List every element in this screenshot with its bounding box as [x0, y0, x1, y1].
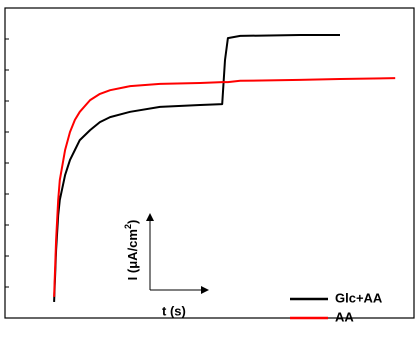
- series-line: [53, 34, 340, 302]
- x-axis-label: t (s): [162, 303, 186, 318]
- y-label-end: ): [125, 220, 140, 224]
- y-label-main: I (μA/cm: [125, 229, 140, 280]
- series-line: [53, 77, 396, 297]
- plot-frame: [4, 7, 415, 319]
- y-label-sup: 2: [123, 224, 133, 229]
- legend-label: Glc+AA: [335, 290, 383, 305]
- y-axis-label: I (μA/cm2): [123, 220, 140, 281]
- legend-label: AA: [335, 309, 354, 324]
